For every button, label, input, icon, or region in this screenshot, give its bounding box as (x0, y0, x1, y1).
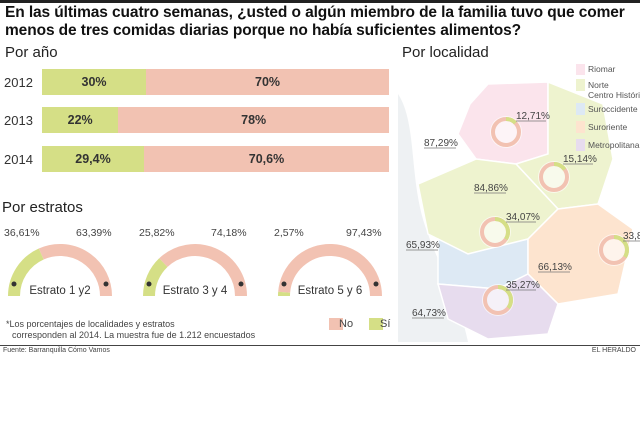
estrato-gauges: 36,61% 63,39% Estrato 1 y2 25,82% 74,18% Estr… (4, 227, 382, 297)
locality-donut: 34,07% 65,93% (406, 212, 540, 251)
gauge-estrato-label: Estrato 1 y2 (29, 285, 90, 297)
section-title-por-localidad: Por localidad (402, 44, 489, 61)
gauge-si-label: 25,82% (139, 227, 175, 239)
legend-si-swatch (369, 318, 383, 330)
donut-si-ring (539, 162, 569, 192)
donut-si-ring (491, 117, 521, 147)
legend-swatch (576, 121, 585, 133)
bar-si: 29,4% (42, 146, 145, 172)
bottom-rule (0, 345, 640, 346)
gauge-si-dot (11, 281, 17, 287)
legend-swatch (576, 79, 585, 91)
gauge-si-arc (8, 248, 44, 297)
gauge-no-dot (103, 281, 109, 287)
gauge-si-arc (143, 258, 168, 297)
footnote-line-2: corresponden al 2014. La muestra fue de … (12, 330, 256, 340)
legend-label: Riomar (588, 64, 616, 74)
gauge-no-label: 63,39% (76, 227, 112, 239)
gauge-no-dot (238, 281, 244, 287)
legend-label: Norte (588, 80, 609, 90)
legend-si-label: Sí (380, 318, 391, 330)
locality-donut: 35,27% 64,73% (412, 280, 540, 319)
locality-donut: 12,71% 87,29% (424, 111, 550, 149)
donut-si-ring (599, 235, 629, 265)
bar-no: 78% (118, 107, 389, 133)
donut-si-label: 15,14% (563, 154, 597, 165)
year-bar-row: 30% 70% (42, 69, 389, 95)
section-title-por-estratos: Por estratos (2, 199, 83, 216)
gauge-estrato-label: Estrato 3 y 4 (163, 285, 228, 297)
source: Fuente: Barranquilla Cómo Vamos (3, 347, 110, 354)
top-rule (0, 0, 640, 3)
gauge-si-label: 36,61% (4, 227, 40, 239)
gauge-si-label: 2,57% (274, 227, 304, 239)
donut-no-label: 64,73% (412, 308, 446, 319)
bar-si: 22% (42, 107, 119, 133)
year-bar-row: 29,4% 70,6% (42, 146, 389, 172)
donut-no-label: 65,93% (406, 240, 440, 251)
legend-swatch (576, 64, 585, 75)
section-title-por-ano: Por año (5, 44, 58, 61)
gauge-si-dot (281, 281, 287, 287)
legend-label: Suroriente (588, 122, 627, 132)
locality-donut: 33,87% 66,13% (538, 231, 640, 273)
legend-label: Metropolitana (588, 140, 640, 150)
donut-si-label: 35,27% (506, 280, 540, 291)
gauge-estrato-label: Estrato 5 y 6 (298, 285, 363, 297)
region-suroriente (527, 203, 634, 305)
donut-si-ring (483, 285, 513, 315)
gauge-no-dot (373, 281, 379, 287)
gauge-no-arc (278, 244, 382, 297)
donut-no-label: 66,13% (538, 262, 572, 273)
footnote: *Los porcentajes de localidades y estrat… (6, 319, 255, 341)
legend-label: Centro Histórico (588, 90, 640, 100)
donut-si-label: 33,87% (623, 231, 640, 242)
gauge-no-label: 74,18% (211, 227, 247, 239)
publisher: EL HERALDO (591, 347, 636, 354)
bar-no: 70% (146, 69, 389, 95)
donut-si-label: 34,07% (506, 212, 540, 223)
gauge-no-arc (159, 244, 247, 297)
bar-si: 30% (42, 69, 147, 95)
river-area (398, 94, 468, 342)
gauge-no-label: 97,43% (346, 227, 382, 239)
legend-label: Suroccidente (588, 104, 638, 114)
year-label: 2014 (4, 152, 33, 167)
gauge-si-dot (146, 281, 152, 287)
legend-no-label: No (339, 318, 354, 330)
year-label: 2012 (4, 75, 33, 90)
legend-no-swatch (329, 318, 343, 330)
donut-no-label: 84,86% (474, 183, 508, 194)
legend-swatch (576, 103, 585, 115)
year-label: 2013 (4, 113, 33, 128)
bar-no: 70,6% (144, 146, 389, 172)
legend-swatch (576, 139, 585, 151)
year-bar-row: 22% 78% (42, 107, 389, 133)
donut-si-ring (480, 217, 510, 247)
locality-donut: 15,14% 84,86% (474, 154, 597, 194)
chart-title: En las últimas cuatro semanas, ¿usted o … (5, 4, 625, 39)
footnote-line-1: *Los porcentajes de localidades y estrat… (6, 319, 175, 329)
donut-si-label: 12,71% (516, 111, 550, 122)
donut-no-label: 87,29% (424, 138, 458, 149)
